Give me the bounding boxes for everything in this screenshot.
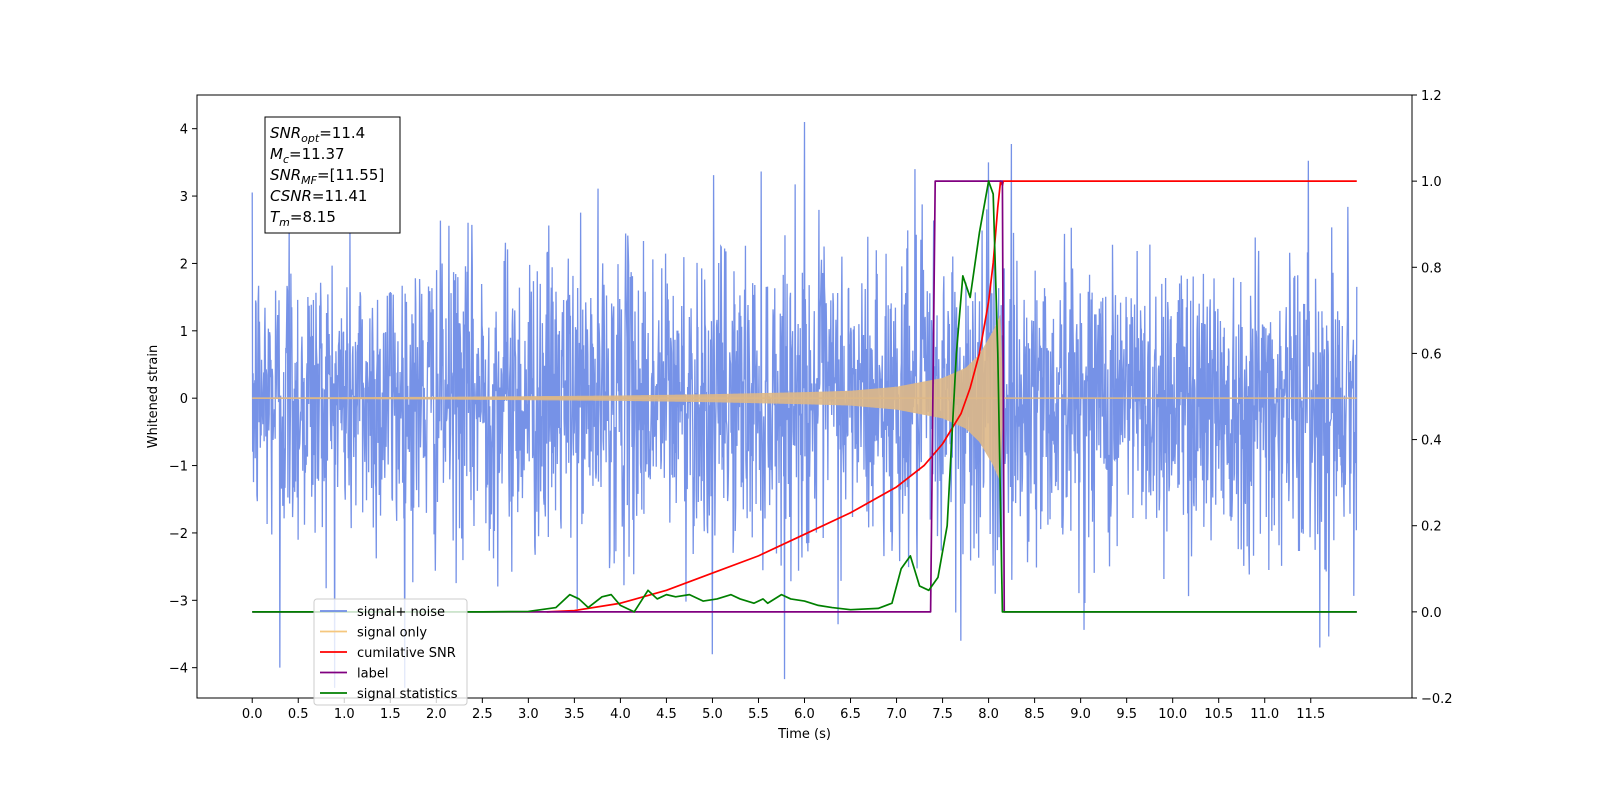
annotation-line: SNRMF=[11.55]: [270, 166, 384, 187]
x-tick-label: 11.5: [1296, 707, 1325, 722]
legend: signal+ noise signal only cumilative SNR la…: [313, 598, 468, 706]
y-left-tick-label: 4: [180, 123, 188, 138]
legend-frame: [313, 598, 468, 706]
y-left-tick-label: −1: [169, 460, 188, 475]
y-left-tick-label: 2: [180, 257, 188, 272]
y-right-tick-label: 0.2: [1421, 520, 1442, 535]
x-tick-label: 0.5: [288, 707, 309, 722]
y-left-tick-label: 1: [180, 325, 188, 340]
legend-entry-label: signal statistics: [357, 687, 458, 702]
series-group: [251, 121, 1358, 688]
y-right-tick-label: 0.0: [1421, 606, 1442, 621]
x-tick-label: 1.5: [380, 707, 401, 722]
axis-ticks: 0.0 0.5 1.0 1.5 2.0 2.5 3.0 3.5 4.0 4.5 5.0 5.5 6.0 6…: [169, 89, 1453, 722]
y-left-tick-label: 3: [180, 190, 188, 205]
series-signal-statistics-line: [252, 180, 1357, 613]
annotation-line: SNRopt=11.4: [270, 124, 365, 145]
x-tick-label: 5.0: [702, 707, 723, 722]
y-axis-label: Whitened strain: [146, 345, 161, 448]
annotation-line: Mc=11.37: [270, 145, 345, 166]
x-tick-label: 1.0: [334, 707, 355, 722]
plot-area: [251, 121, 1358, 688]
x-tick-label: 6.5: [840, 707, 861, 722]
x-tick-label: 4.5: [656, 707, 677, 722]
y-left-tick-label: −4: [169, 662, 188, 677]
x-tick-label: 3.5: [564, 707, 585, 722]
y-right-tick-label: 1.2: [1421, 89, 1442, 104]
x-tick-label: 3.0: [518, 707, 539, 722]
y-right-tick-label: 0.4: [1421, 434, 1442, 449]
x-tick-label: 10.0: [1158, 707, 1187, 722]
y-left-tick-label: −2: [169, 527, 188, 542]
x-tick-label: 7.5: [932, 707, 953, 722]
x-tick-label: 10.5: [1204, 707, 1233, 722]
x-tick-label: 11.0: [1250, 707, 1279, 722]
x-tick-label: 6.0: [794, 707, 815, 722]
x-tick-label: 8.5: [1024, 707, 1045, 722]
x-tick-label: 7.0: [886, 707, 907, 722]
annotation-frame: [264, 116, 401, 234]
legend-entry-label: signal+ noise: [357, 605, 445, 620]
y-right-tick-label: 0.6: [1421, 347, 1442, 362]
y-right-tick-label: 1.0: [1421, 175, 1442, 190]
signal-noise-line: [251, 121, 1358, 688]
annotation-line: Tm=8.15: [270, 208, 336, 229]
y-right-tick-label: 0.8: [1421, 261, 1442, 276]
legend-entry-label: label: [357, 667, 388, 682]
series-cumilative-snr-line: [546, 180, 1357, 613]
legend-entry-label: signal only: [357, 626, 427, 641]
annotation-box: SNRopt=11.4Mc=11.37SNRMF=[11.55]CSNR=11.…: [264, 116, 401, 234]
y-right-tick-label: −0.2: [1421, 692, 1453, 707]
x-tick-label: 5.5: [748, 707, 769, 722]
legend-entry-label: cumilative SNR: [357, 646, 456, 661]
x-axis-label: Time (s): [777, 727, 831, 742]
x-tick-label: 9.0: [1070, 707, 1091, 722]
x-tick-label: 2.5: [472, 707, 493, 722]
x-tick-label: 9.5: [1116, 707, 1137, 722]
x-tick-label: 2.0: [426, 707, 447, 722]
x-tick-label: 4.0: [610, 707, 631, 722]
x-tick-label: 0.0: [242, 707, 263, 722]
y-left-tick-label: 0: [180, 392, 188, 407]
x-tick-label: 8.0: [978, 707, 999, 722]
y-left-tick-label: −3: [169, 594, 188, 609]
annotation-line: CSNR=11.41: [270, 187, 367, 205]
